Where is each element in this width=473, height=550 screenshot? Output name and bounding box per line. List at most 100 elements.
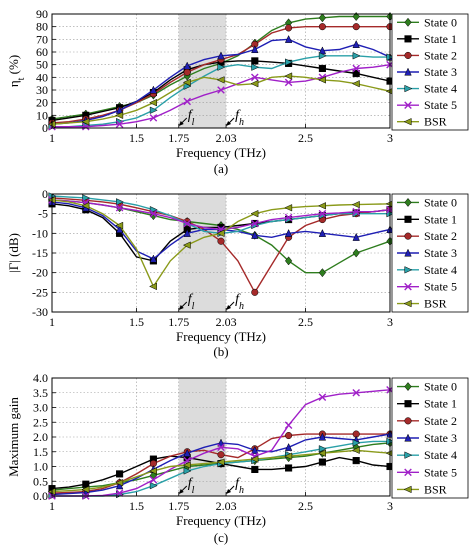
annotation-label: fh	[235, 108, 244, 128]
marker-12	[251, 57, 259, 65]
legend-entry: State 1	[397, 397, 457, 411]
legend-entry: BSR	[397, 115, 447, 129]
x-axis-label: Frequency (THz)	[176, 329, 266, 344]
marker-6	[149, 254, 158, 263]
marker-10	[217, 451, 225, 459]
marker-14	[285, 24, 293, 32]
marker-legend	[404, 382, 412, 392]
marker-legend	[404, 67, 412, 76]
chart-panel-b: 0 -5 -10 -15 -20 -25 -301 1.5 1.75 2.03 2.5 3 fl fh Fr…	[6, 187, 469, 359]
marker-legend	[404, 282, 412, 291]
marker-18	[352, 52, 361, 60]
series-state-2	[48, 23, 394, 127]
marker-18	[352, 439, 361, 447]
marker-16	[318, 76, 326, 84]
marker-legend	[404, 433, 412, 442]
marker-16	[318, 268, 327, 278]
annotation-arrowhead	[226, 121, 232, 126]
marker-legend	[404, 248, 412, 257]
marker-4	[116, 470, 124, 478]
annotation-label: fl	[188, 476, 195, 496]
marker-12	[251, 230, 259, 239]
marker-legend	[404, 266, 413, 274]
marker-14	[284, 213, 293, 222]
marker-legend	[404, 51, 412, 59]
marker-16	[318, 228, 327, 237]
marker-12	[251, 219, 259, 228]
marker-6	[149, 481, 158, 490]
annotation-arrowhead	[178, 121, 184, 126]
marker-legend	[404, 197, 412, 207]
legend-entry: State 0	[397, 380, 457, 394]
legend-entry: State 3	[397, 65, 457, 79]
marker-2	[81, 485, 90, 494]
marker-8	[183, 228, 191, 237]
marker-8	[183, 219, 191, 228]
y-tick-label: 2.0	[33, 430, 48, 444]
x-tick-label: 2.5	[298, 131, 313, 145]
marker-16	[318, 64, 326, 73]
marker-legend	[404, 400, 412, 408]
marker-12	[251, 45, 259, 54]
legend-entry: State 2	[397, 414, 457, 428]
marker-10	[216, 76, 225, 84]
marker-legend	[404, 35, 412, 43]
marker-6	[149, 98, 157, 107]
marker-legend	[403, 118, 412, 126]
legend-entry: State 2	[397, 48, 457, 62]
marker-18	[351, 446, 360, 454]
marker-14	[284, 72, 293, 80]
legend-label: State 0	[424, 380, 457, 394]
x-tick-label: 3	[387, 315, 393, 329]
y-tick-label: -15	[32, 246, 48, 260]
marker-12	[251, 288, 259, 296]
marker-legend	[404, 215, 412, 223]
y-tick-label: 3.5	[33, 386, 48, 400]
marker-legend	[403, 299, 412, 308]
marker-legend	[404, 232, 412, 240]
marker-4	[115, 479, 124, 487]
shaded-band	[178, 194, 227, 312]
marker-14	[284, 452, 293, 460]
legend-entry: BSR	[397, 482, 447, 496]
legend-entry: State 1	[397, 32, 457, 46]
marker-legend	[404, 451, 413, 459]
marker-16	[318, 458, 326, 466]
legend-label: BSR	[424, 482, 447, 496]
y-tick-label: 10	[36, 108, 48, 122]
y-tick-label: 80	[36, 20, 48, 34]
marker-16	[318, 449, 326, 457]
panel-caption: (c)	[214, 530, 228, 545]
series-bsr	[47, 72, 394, 128]
x-tick-label: 1.75	[168, 131, 189, 145]
y-tick-label: 0	[42, 121, 48, 135]
series-state-3	[48, 34, 394, 128]
legend: State 0 State 1 State 2 State 3 State 4 State…	[391, 377, 469, 499]
chart-panel-c: 0.00.51.01.52.02.53.03.54.01 1.5 1.75 2.03 2…	[6, 371, 469, 545]
marker-14	[285, 431, 293, 440]
x-tick-label: 1.5	[129, 315, 144, 329]
marker-8	[183, 97, 191, 106]
legend-label: BSR	[424, 115, 447, 129]
marker-14	[284, 228, 293, 237]
marker-12	[250, 209, 259, 218]
marker-8	[182, 78, 191, 87]
legend-label: State 1	[424, 32, 457, 46]
marker-6	[149, 209, 158, 218]
legend-entry: State 2	[397, 229, 457, 243]
y-tick-label: 20	[36, 96, 48, 110]
marker-4	[115, 203, 124, 212]
marker-2	[82, 194, 91, 202]
marker-12	[251, 73, 259, 82]
marker-18	[352, 457, 360, 465]
y-tick-label: 40	[36, 70, 48, 84]
x-tick-label: 1.5	[129, 131, 144, 145]
marker-6	[149, 106, 158, 114]
marker-16	[318, 52, 327, 60]
legend-label: State 5	[424, 98, 457, 112]
y-tick-label: 0.5	[33, 474, 48, 488]
y-tick-label: 90	[36, 7, 48, 21]
marker-legend	[404, 17, 412, 27]
marker-14	[284, 256, 293, 266]
